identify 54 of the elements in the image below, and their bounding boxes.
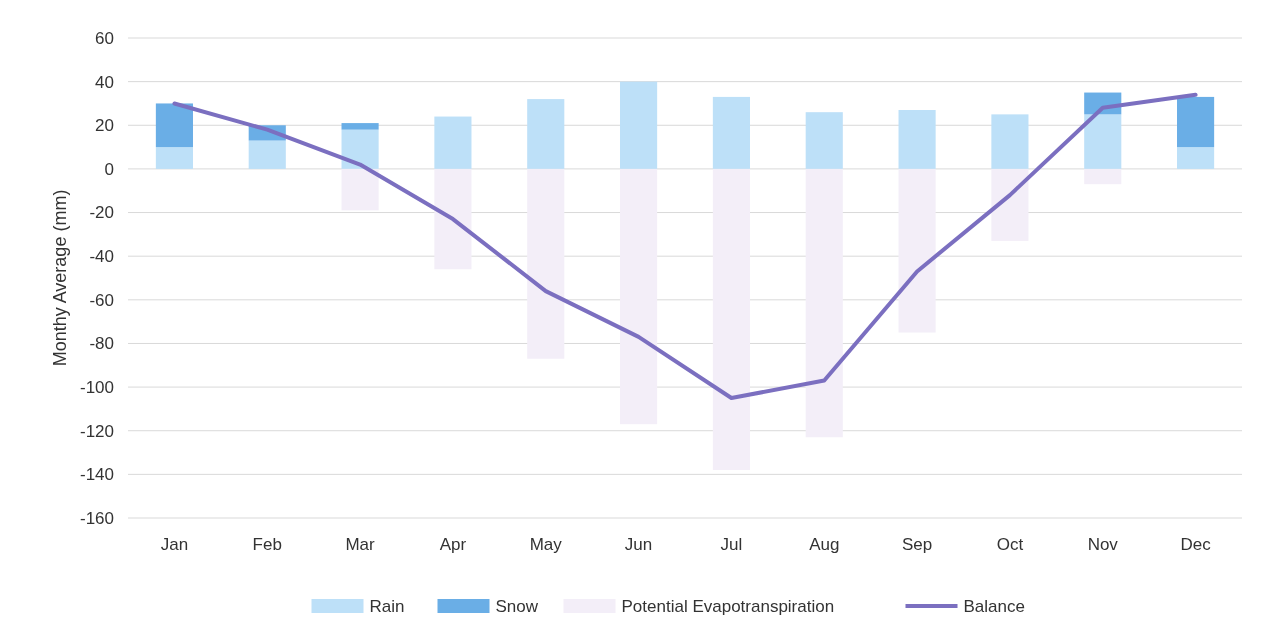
x-tick-label: Apr xyxy=(439,535,467,554)
x-tick-label: Dec xyxy=(1180,535,1212,554)
x-tick-label: Aug xyxy=(809,535,840,554)
x-tick-label: Jan xyxy=(160,535,189,554)
y-tick-label: -100 xyxy=(79,378,114,398)
bar xyxy=(712,168,750,470)
y-tick-label: -120 xyxy=(79,421,114,441)
bar xyxy=(341,129,379,169)
bar xyxy=(434,168,472,270)
bar xyxy=(1084,114,1122,169)
y-tick-label: 40 xyxy=(95,72,114,92)
bar xyxy=(620,81,658,169)
y-tick-label: 0 xyxy=(104,159,114,179)
x-tick-label: Oct xyxy=(996,535,1024,554)
bar xyxy=(248,140,286,169)
y-tick-label: -80 xyxy=(89,334,114,354)
bar xyxy=(527,168,565,359)
y-tick-label: -140 xyxy=(79,465,114,485)
x-tick-label: Mar xyxy=(345,535,376,554)
bar xyxy=(991,114,1029,169)
x-tick-label: May xyxy=(529,535,563,554)
line-series xyxy=(172,92,1198,400)
legend-label: Rain xyxy=(369,596,405,616)
y-tick-label: -160 xyxy=(79,508,114,528)
bar xyxy=(1084,168,1122,185)
y-tick-label: 60 xyxy=(95,28,114,48)
legend-label: Potential Evapotranspiration xyxy=(621,596,835,616)
bar xyxy=(341,168,379,211)
bar xyxy=(805,168,843,438)
x-tick-label: Sep xyxy=(901,535,933,554)
bar xyxy=(620,168,658,425)
y-tick-label: -60 xyxy=(89,290,114,310)
bar xyxy=(1177,96,1215,148)
bar xyxy=(805,112,843,169)
y-tick-label: -40 xyxy=(89,247,114,267)
x-tick-label: Nov xyxy=(1087,535,1119,554)
y-tick-label: 20 xyxy=(95,116,114,136)
y-axis-title: Monthy Average (mm) xyxy=(50,189,70,367)
bar xyxy=(155,147,193,169)
bar xyxy=(155,103,193,148)
x-tick-label: Jul xyxy=(720,535,743,554)
bar xyxy=(898,110,936,169)
bar xyxy=(991,168,1029,241)
bar xyxy=(434,116,472,169)
legend-label: Balance xyxy=(963,596,1025,616)
bar xyxy=(898,168,936,333)
y-tick-label: -20 xyxy=(89,203,114,223)
x-tick-label: Feb xyxy=(252,535,282,554)
bar xyxy=(341,123,379,130)
bar xyxy=(527,99,565,169)
legend-label: Snow xyxy=(495,596,539,616)
x-tick-label: Jun xyxy=(624,535,653,554)
bar xyxy=(712,96,750,169)
bar xyxy=(1177,147,1215,169)
